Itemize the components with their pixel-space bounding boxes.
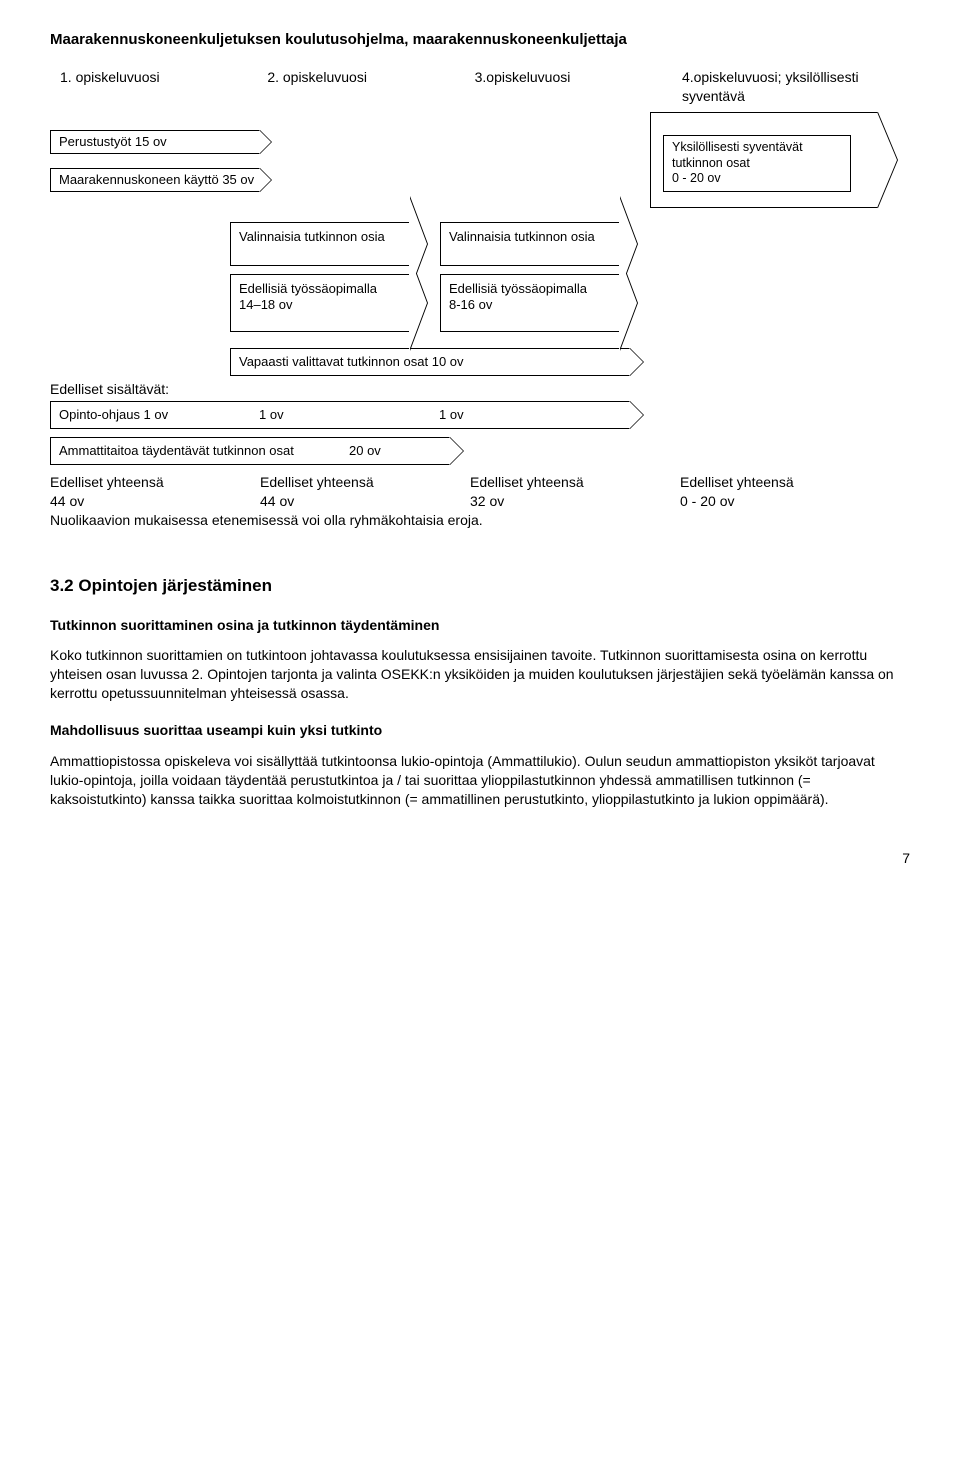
section-heading: 3.2 Opintojen järjestäminen <box>50 575 910 598</box>
edelliset-sisaltavat-label: Edelliset sisältävät: <box>50 380 910 399</box>
col4-inner: Yksilöllisesti syventävät tutkinnon osat… <box>663 135 851 192</box>
opinto-1ov-a: 1 ov <box>259 406 439 424</box>
box-vapaasti: Vapaasti valittavat tutkinnon osat 10 ov <box>230 348 630 376</box>
sub2-title: Mahdollisuus suorittaa useampi kuin yksi… <box>50 721 910 740</box>
box-perustustyot: Perustustyöt 15 ov <box>50 130 260 154</box>
ammatti-ov: 20 ov <box>349 442 381 460</box>
col3-box1: Valinnaisia tutkinnon osia <box>440 222 620 266</box>
footnote: Nuolikaavion mukaisessa etenemisessä voi… <box>50 511 910 530</box>
box-opinto-ohjaus: Opinto-ohjaus 1 ov 1 ov 1 ov <box>50 401 630 429</box>
col2-box2: Edellisiä työssäopimalla 14–18 ov <box>230 274 410 332</box>
r4b: 0 - 20 ov <box>680 492 850 511</box>
r3a: Edelliset yhteensä <box>470 473 640 492</box>
col4-outer: Yksilöllisesti syventävät tutkinnon osat… <box>650 112 878 208</box>
year-2: 2. opiskeluvuosi <box>267 68 474 106</box>
r4a: Edelliset yhteensä <box>680 473 850 492</box>
sub1-title: Tutkinnon suorittaminen osina ja tutkinn… <box>50 616 910 635</box>
sub1-body: Koko tutkinnon suorittamien on tutkintoo… <box>50 646 910 703</box>
opinto-label: Opinto-ohjaus 1 ov <box>59 406 259 424</box>
page-number: 7 <box>50 849 910 868</box>
results-row: Edelliset yhteensä 44 ov Edelliset yhtee… <box>50 473 910 511</box>
ammatti-label: Ammattitaitoa täydentävät tutkinnon osat <box>59 442 349 460</box>
years-row: 1. opiskeluvuosi 2. opiskeluvuosi 3.opis… <box>50 68 910 106</box>
r2b: 44 ov <box>260 492 430 511</box>
year-3: 3.opiskeluvuosi <box>475 68 682 106</box>
page-title: Maarakennuskoneenkuljetuksen koulutusohj… <box>50 30 910 50</box>
flow-chart: Perustustyöt 15 ov Maarakennuskoneen käy… <box>50 112 910 530</box>
r3b: 32 ov <box>470 492 640 511</box>
r2a: Edelliset yhteensä <box>260 473 430 492</box>
sub2-body: Ammattiopistossa opiskeleva voi sisällyt… <box>50 752 910 809</box>
r1b: 44 ov <box>50 492 220 511</box>
opinto-1ov-b: 1 ov <box>439 406 464 424</box>
r1a: Edelliset yhteensä <box>50 473 220 492</box>
year-4: 4.opiskeluvuosi; yksilöllisesti syventäv… <box>682 68 910 106</box>
box-maarakennus: Maarakennuskoneen käyttö 35 ov <box>50 168 260 192</box>
box-ammattitaitoa: Ammattitaitoa täydentävät tutkinnon osat… <box>50 437 450 465</box>
col2-box1: Valinnaisia tutkinnon osia <box>230 222 410 266</box>
col3-box2: Edellisiä työssäopimalla 8-16 ov <box>440 274 620 332</box>
year-1: 1. opiskeluvuosi <box>50 68 267 106</box>
